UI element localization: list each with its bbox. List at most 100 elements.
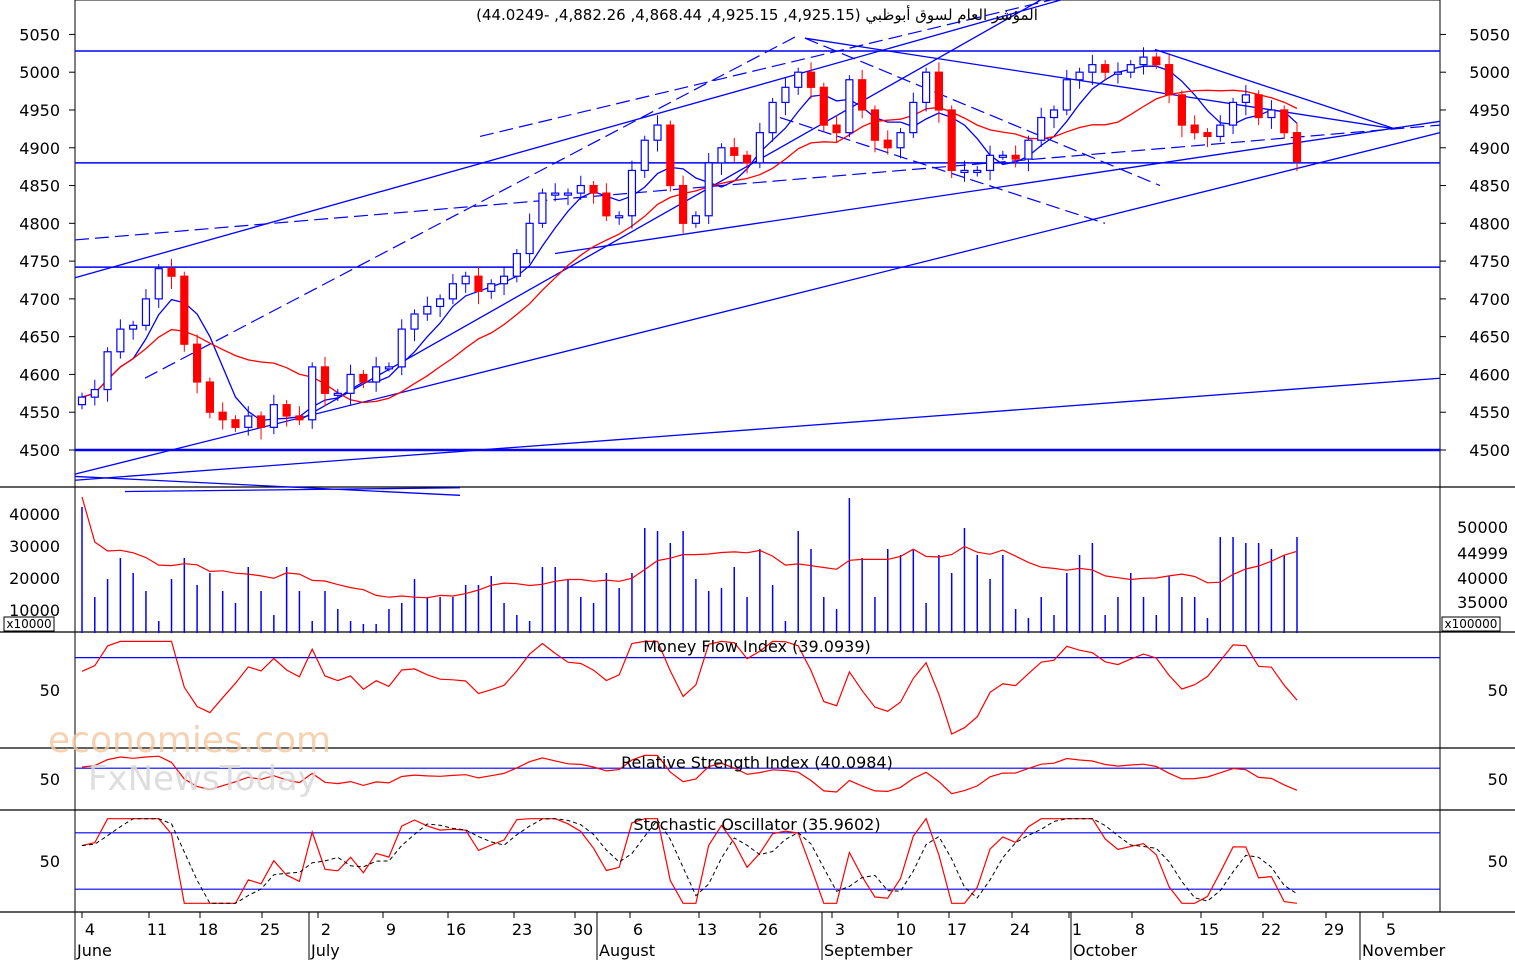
rsi-label: Relative Strength Index (40.0984) — [621, 753, 893, 772]
candle-body — [653, 124, 662, 141]
candle-body — [1292, 132, 1302, 162]
month-label: September — [824, 941, 913, 960]
price-tick-right: 5000 — [1469, 63, 1510, 82]
price-tick-left: 4950 — [19, 101, 60, 120]
candle-body — [129, 324, 138, 330]
candle-body — [436, 298, 445, 308]
candle-body — [819, 86, 828, 126]
price-tick-left: 4850 — [19, 177, 60, 196]
candle-body — [973, 169, 982, 174]
candle-body — [103, 351, 112, 391]
trend-line-dashed — [804, 37, 1161, 187]
rsi-line — [81, 754, 1298, 795]
watermark-fxnewstoday: FxNewsToday — [88, 759, 318, 799]
price-tick-right: 4750 — [1469, 252, 1510, 271]
moving-average-fast — [81, 65, 1298, 422]
candle-body — [896, 132, 905, 149]
candle-body — [116, 328, 125, 353]
candle-body — [551, 192, 560, 196]
candle-body — [640, 139, 649, 172]
candle-body — [730, 147, 739, 156]
candle-body — [167, 268, 176, 277]
candle-body — [180, 275, 189, 345]
candle-body — [205, 381, 214, 413]
candle-body — [1024, 139, 1033, 160]
month-label: August — [599, 941, 655, 960]
candle-body — [1241, 94, 1250, 104]
candle-body — [256, 415, 266, 428]
trend-line — [74, 132, 1441, 475]
candle-body — [691, 215, 700, 224]
candle-body — [1126, 64, 1135, 73]
trend-line-dashed — [779, 116, 1106, 224]
day-tick-label: 26 — [758, 920, 778, 939]
candle-body — [308, 366, 317, 421]
candle-body — [602, 192, 611, 217]
candle-body — [487, 283, 496, 292]
price-tick-left: 4750 — [19, 252, 60, 271]
day-tick-label: 3 — [835, 920, 845, 939]
day-tick-label: 2 — [321, 920, 331, 939]
candle-body — [397, 328, 406, 368]
candle-body — [934, 71, 943, 111]
candle-body — [231, 419, 240, 428]
candle-body — [141, 298, 151, 326]
volume-tick-right: 40000 — [1457, 569, 1508, 588]
day-tick-label: 29 — [1324, 920, 1344, 939]
volume-tick-right: 35000 — [1457, 593, 1508, 612]
candle-body — [832, 124, 841, 134]
trend-line — [74, 0, 1064, 279]
candle-body — [77, 396, 87, 406]
candle-body — [1152, 56, 1161, 66]
candle-body — [1267, 109, 1276, 119]
candle-body — [615, 215, 624, 219]
candle-body — [858, 79, 867, 111]
day-tick-label: 13 — [697, 920, 717, 939]
day-tick-label: 5 — [1386, 920, 1396, 939]
candle-body — [1254, 94, 1263, 119]
candle-body — [755, 132, 764, 164]
price-tick-right: 4500 — [1469, 441, 1510, 460]
candle-body — [998, 154, 1007, 158]
day-tick-label: 30 — [573, 920, 593, 939]
candle-body — [512, 252, 521, 277]
candle-body — [218, 411, 227, 421]
candle-body — [717, 147, 726, 164]
volume-tick-left: 20000 — [9, 569, 60, 588]
watermark-economies: economies.com — [48, 720, 331, 761]
candle-body — [1139, 56, 1148, 66]
candle-body — [1177, 94, 1186, 126]
candle-body — [985, 154, 995, 172]
day-tick-label: 25 — [260, 920, 280, 939]
mfi-level-right: 50 — [1488, 681, 1508, 700]
price-tick-left: 4600 — [19, 365, 60, 384]
candle-body — [1165, 64, 1174, 96]
day-tick-label: 24 — [1010, 920, 1030, 939]
day-tick-label: 10 — [896, 920, 916, 939]
price-tick-right: 4600 — [1469, 365, 1510, 384]
candle-body — [538, 192, 547, 224]
month-label: June — [76, 941, 112, 960]
candle-body — [423, 305, 432, 315]
day-tick-label: 23 — [512, 920, 532, 939]
stoch-level-left: 50 — [40, 852, 60, 871]
rsi-level-left: 50 — [40, 770, 60, 789]
candle-body — [1037, 116, 1046, 141]
price-tick-left: 4500 — [19, 441, 60, 460]
candle-body — [154, 268, 163, 300]
trend-line — [74, 475, 461, 496]
candle-body — [845, 79, 854, 134]
candle-body — [794, 71, 803, 88]
candle-body — [269, 404, 278, 428]
candle-body — [1190, 124, 1199, 134]
candle-body — [346, 373, 355, 394]
day-tick-label: 4 — [85, 920, 95, 939]
day-tick-label: 1 — [1072, 920, 1082, 939]
volume-unit-box — [1441, 616, 1501, 632]
candle-body — [1011, 154, 1020, 160]
candle-body — [1049, 109, 1059, 119]
candle-body — [244, 415, 253, 428]
price-tick-left: 5000 — [19, 63, 60, 82]
candle-body — [333, 392, 342, 396]
trend-lines — [74, 0, 1441, 496]
